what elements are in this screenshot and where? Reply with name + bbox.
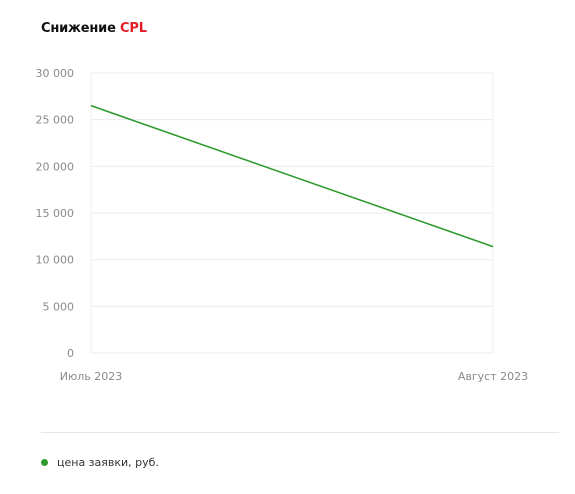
chart-title-main: Снижение xyxy=(41,21,116,36)
x-tick-label: Август 2023 xyxy=(458,370,528,383)
series-line xyxy=(90,104,494,248)
legend-divider xyxy=(41,432,559,433)
legend-marker xyxy=(41,459,48,466)
legend: цена заявки, руб. xyxy=(41,456,159,469)
y-tick-label: 30 000 xyxy=(36,67,75,80)
y-tick-label: 10 000 xyxy=(36,254,75,267)
y-tick-label: 15 000 xyxy=(36,207,75,220)
y-tick-label: 20 000 xyxy=(36,160,75,173)
y-tick-label: 5 000 xyxy=(43,300,75,313)
x-tick-label: Июль 2023 xyxy=(60,370,123,383)
y-tick-label: 0 xyxy=(67,347,74,360)
line-chart: 0 5 000 10 000 15 000 20 000 25 000 30 000 Июль… xyxy=(36,67,529,383)
chart-title: Снижение CPL xyxy=(41,21,147,36)
chart-title-accent: CPL xyxy=(120,21,147,36)
y-tick-label: 25 000 xyxy=(36,114,75,127)
legend-label: цена заявки, руб. xyxy=(57,456,159,469)
